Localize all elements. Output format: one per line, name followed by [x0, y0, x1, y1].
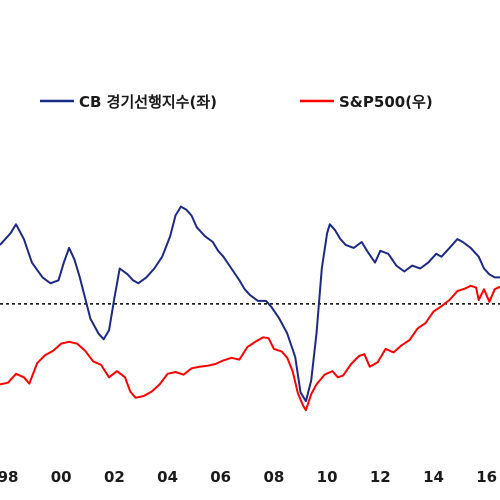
series-layer	[0, 205, 500, 412]
series-line-sp500	[0, 284, 500, 412]
x-tick-label: 04	[157, 468, 178, 486]
x-tick-label: 06	[210, 468, 231, 486]
x-tick-label: 14	[423, 468, 444, 486]
x-tick-label: 12	[370, 468, 391, 486]
x-tick-label: 10	[317, 468, 338, 486]
legend-label-sp500: S&P500(우)	[339, 93, 433, 111]
x-tick-label: 16	[476, 468, 497, 486]
x-tick-label: 08	[263, 468, 284, 486]
legend-label-leading-index: CB 경기선행지수(좌)	[79, 93, 217, 111]
x-tick-label: 02	[104, 468, 125, 486]
x-axis-ticks: 98 00 02 04 06 08 10 12 14 16	[0, 468, 497, 486]
legend: CB 경기선행지수(좌) S&P500(우)	[40, 93, 433, 111]
x-tick-label: 98	[0, 468, 18, 486]
series-line-leading-index	[0, 205, 500, 403]
x-tick-label: 00	[51, 468, 72, 486]
